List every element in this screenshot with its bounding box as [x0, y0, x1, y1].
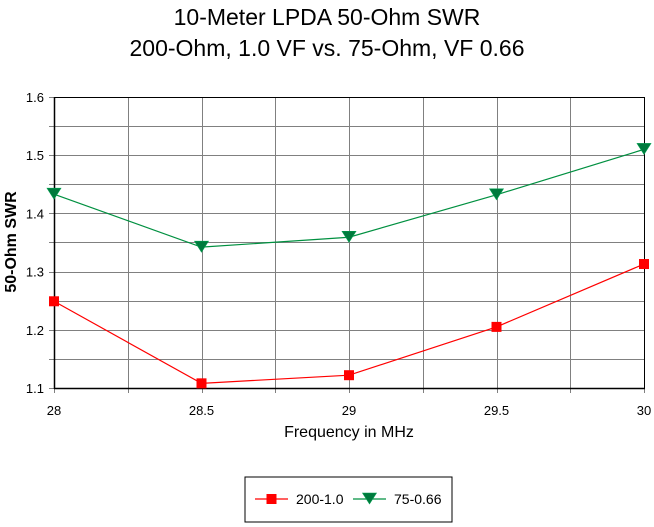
chart-title: 10-Meter LPDA 50-Ohm SWR	[173, 4, 481, 30]
legend-label-75-0.66: 75-0.66	[394, 491, 442, 507]
chart-subtitle: 200-Ohm, 1.0 VF vs. 75-Ohm, VF 0.66	[129, 35, 525, 61]
series-75-0.66	[46, 143, 652, 253]
x-tick-label: 29.5	[484, 403, 509, 418]
series-group	[46, 143, 652, 389]
y-tick-label: 1.2	[26, 323, 44, 338]
data-point-75-0.66	[193, 240, 210, 253]
data-point-75-0.66	[46, 187, 62, 200]
data-point-200-1.0	[639, 259, 649, 270]
legend-marker-75-0.66	[361, 492, 378, 505]
x-tick-label: 28.5	[189, 403, 214, 418]
y-tick-label: 1.3	[26, 265, 44, 280]
y-axis-label: 50-Ohm SWR	[3, 191, 20, 293]
y-tick-label: 1.1	[26, 381, 44, 396]
y-tick-label: 1.5	[26, 148, 44, 163]
data-point-75-0.66	[488, 188, 505, 201]
x-tick-labels: 28 28.5 29 29.5 30	[47, 403, 651, 418]
legend-marker-200-1.0	[266, 494, 277, 504]
x-axis-label: Frequency in MHz	[284, 424, 414, 441]
x-tick-label: 28	[47, 403, 61, 418]
legend-label-200-1.0: 200-1.0	[296, 491, 344, 507]
y-tick-labels: 1.1 1.2 1.3 1.4 1.5 1.6	[26, 90, 44, 396]
y-tick-label: 1.6	[26, 90, 44, 105]
data-point-200-1.0	[196, 378, 207, 389]
data-point-75-0.66	[636, 143, 652, 155]
data-point-75-0.66	[341, 230, 357, 243]
legend-box	[244, 476, 453, 523]
data-point-200-1.0	[49, 296, 59, 307]
data-point-200-1.0	[491, 321, 502, 332]
x-tick-label: 30	[637, 403, 651, 418]
series-200-1.0	[49, 259, 649, 389]
x-tick-label: 29	[342, 403, 356, 418]
data-point-200-1.0	[344, 370, 354, 381]
legend: 200-1.0 75-0.66	[244, 476, 453, 523]
y-tick-label: 1.4	[26, 206, 44, 221]
